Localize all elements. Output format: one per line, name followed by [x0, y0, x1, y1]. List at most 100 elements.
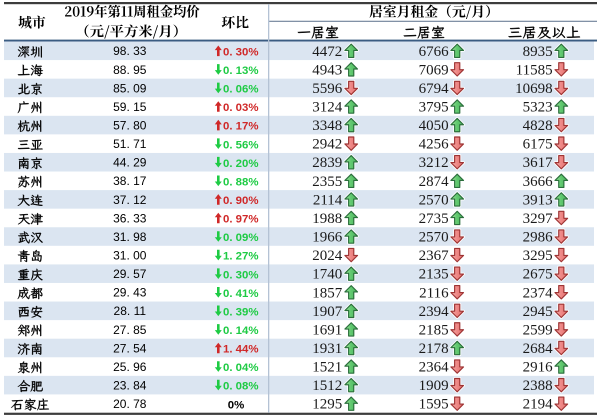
svg-text:2570: 2570: [419, 230, 449, 246]
svg-text:2874: 2874: [419, 174, 450, 190]
svg-text:10698: 10698: [515, 81, 553, 97]
svg-text:6794: 6794: [419, 81, 450, 97]
svg-text:1988: 1988: [312, 211, 342, 227]
svg-text:2367: 2367: [419, 248, 450, 264]
svg-text:2116: 2116: [419, 285, 449, 301]
svg-text:85. 09: 85. 09: [113, 81, 147, 95]
svg-text:0. 88%: 0. 88%: [223, 176, 258, 188]
svg-text:3348: 3348: [312, 118, 342, 134]
svg-text:1909: 1909: [419, 378, 449, 394]
svg-text:0. 08%: 0. 08%: [223, 381, 258, 393]
svg-text:2675: 2675: [523, 267, 553, 283]
svg-text:8935: 8935: [523, 44, 553, 60]
svg-text:51. 71: 51. 71: [113, 137, 147, 151]
svg-text:20. 78: 20. 78: [113, 397, 147, 411]
svg-text:0. 41%: 0. 41%: [223, 288, 258, 300]
svg-text:2355: 2355: [312, 174, 342, 190]
svg-text:0. 30%: 0. 30%: [223, 269, 258, 281]
svg-text:1512: 1512: [312, 378, 342, 394]
svg-text:0. 06%: 0. 06%: [223, 84, 258, 96]
svg-text:2114: 2114: [313, 192, 343, 208]
svg-text:2986: 2986: [523, 230, 554, 246]
svg-text:1521: 1521: [312, 360, 342, 376]
svg-text:0. 90%: 0. 90%: [223, 195, 258, 207]
svg-text:28. 11: 28. 11: [114, 304, 147, 318]
svg-text:29. 43: 29. 43: [113, 286, 147, 300]
svg-text:4050: 4050: [419, 118, 449, 134]
svg-text:0. 09%: 0. 09%: [223, 232, 258, 244]
svg-text:23. 84: 23. 84: [113, 379, 147, 393]
svg-text:3297: 3297: [523, 211, 554, 227]
svg-text:25. 96: 25. 96: [113, 360, 147, 374]
svg-text:0. 56%: 0. 56%: [223, 139, 258, 151]
svg-text:2185: 2185: [419, 322, 449, 338]
svg-text:2916: 2916: [523, 360, 554, 376]
svg-text:3212: 3212: [419, 155, 449, 171]
svg-text:1595: 1595: [419, 397, 449, 413]
svg-text:2388: 2388: [523, 378, 553, 394]
svg-text:2364: 2364: [419, 360, 450, 376]
svg-text:0. 04%: 0. 04%: [223, 362, 258, 374]
svg-text:0. 39%: 0. 39%: [223, 306, 258, 318]
svg-text:0. 20%: 0. 20%: [223, 158, 258, 170]
svg-text:7069: 7069: [419, 62, 449, 78]
svg-text:31. 98: 31. 98: [113, 230, 147, 244]
svg-text:3617: 3617: [523, 155, 554, 171]
svg-text:2570: 2570: [419, 192, 449, 208]
svg-text:2945: 2945: [523, 304, 553, 320]
svg-text:2394: 2394: [419, 304, 450, 320]
svg-text:2135: 2135: [419, 267, 449, 283]
svg-text:4828: 4828: [523, 118, 553, 134]
svg-text:1. 27%: 1. 27%: [223, 251, 258, 263]
svg-text:5596: 5596: [312, 81, 343, 97]
svg-text:1907: 1907: [312, 304, 343, 320]
svg-text:0. 03%: 0. 03%: [223, 102, 258, 114]
svg-text:0. 14%: 0. 14%: [223, 325, 258, 337]
svg-text:6175: 6175: [523, 137, 553, 153]
svg-text:1931: 1931: [312, 341, 342, 357]
svg-text:1295: 1295: [312, 397, 342, 413]
svg-text:27. 85: 27. 85: [113, 323, 147, 337]
svg-text:1857: 1857: [312, 285, 343, 301]
svg-text:27. 54: 27. 54: [113, 341, 147, 355]
svg-text:1966: 1966: [312, 230, 343, 246]
svg-text:5323: 5323: [523, 100, 553, 116]
svg-text:3666: 3666: [523, 174, 554, 190]
svg-text:31. 00: 31. 00: [113, 249, 147, 263]
svg-text:3295: 3295: [523, 248, 553, 264]
svg-text:1. 44%: 1. 44%: [223, 344, 258, 356]
svg-text:6766: 6766: [419, 44, 450, 60]
svg-text:44. 29: 44. 29: [113, 156, 147, 170]
svg-text:2684: 2684: [523, 341, 554, 357]
svg-text:2599: 2599: [523, 322, 553, 338]
svg-text:57. 80: 57. 80: [113, 119, 147, 133]
svg-text:29. 57: 29. 57: [113, 267, 147, 281]
svg-text:4256: 4256: [419, 137, 450, 153]
svg-text:38. 17: 38. 17: [113, 174, 147, 188]
svg-text:98. 33: 98. 33: [113, 44, 147, 58]
svg-text:88. 95: 88. 95: [113, 63, 147, 77]
svg-text:2178: 2178: [419, 341, 449, 357]
svg-text:0. 97%: 0. 97%: [223, 214, 258, 226]
svg-text:4472: 4472: [312, 44, 342, 60]
svg-text:1691: 1691: [312, 322, 342, 338]
svg-text:2735: 2735: [419, 211, 449, 227]
svg-text:37. 12: 37. 12: [113, 193, 147, 207]
svg-text:11585: 11585: [516, 62, 553, 78]
svg-text:1740: 1740: [312, 267, 342, 283]
svg-text:2374: 2374: [523, 285, 554, 301]
svg-text:2839: 2839: [312, 155, 342, 171]
svg-text:3124: 3124: [312, 100, 343, 116]
svg-text:0. 13%: 0. 13%: [223, 65, 258, 77]
svg-text:36. 33: 36. 33: [113, 211, 147, 225]
svg-text:2194: 2194: [523, 397, 554, 413]
svg-text:0%: 0%: [228, 399, 244, 411]
svg-text:4943: 4943: [312, 62, 342, 78]
svg-text:0. 17%: 0. 17%: [223, 121, 258, 133]
svg-text:59. 15: 59. 15: [113, 100, 147, 114]
svg-text:2942: 2942: [312, 137, 342, 153]
svg-text:3795: 3795: [419, 100, 449, 116]
svg-text:0. 30%: 0. 30%: [223, 46, 258, 58]
svg-text:3913: 3913: [523, 192, 553, 208]
svg-text:2024: 2024: [312, 248, 343, 264]
